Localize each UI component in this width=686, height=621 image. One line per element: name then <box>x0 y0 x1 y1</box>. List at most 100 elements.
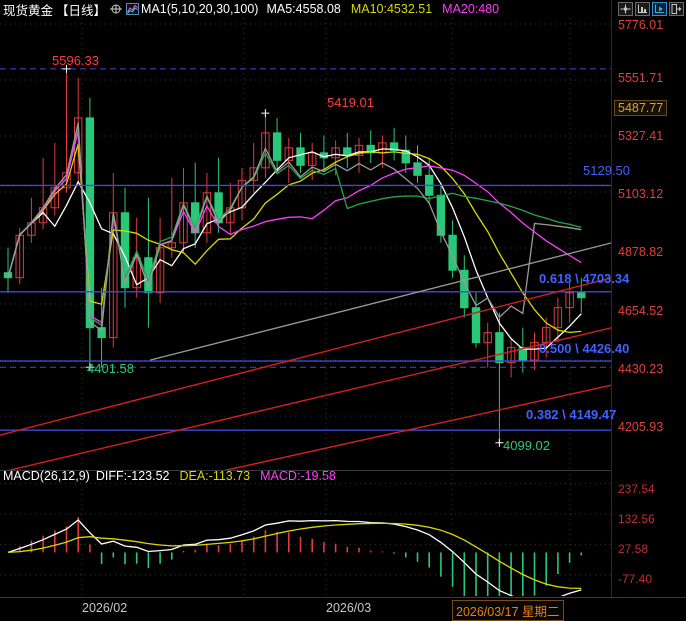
chart-scale-icon[interactable] <box>635 2 650 16</box>
candle <box>389 127 399 161</box>
macd-dea-value: DEA:-113.73 <box>179 469 251 483</box>
candle-body-down <box>389 142 399 151</box>
date-axis-current-label: 2026/03/17 星期二 <box>452 600 564 621</box>
moving-average-line-ma100 <box>7 122 582 332</box>
period-label: 【日线】 <box>56 3 107 18</box>
macd-header: MACD(26,12,9) DIFF:-123.52 DEA:-113.73 M… <box>3 469 336 483</box>
macd-axis-label: 27.58 <box>618 542 649 556</box>
candle <box>284 137 294 183</box>
candle <box>85 97 95 368</box>
candle-body-up <box>331 147 340 159</box>
chart-toolbar <box>618 2 684 16</box>
candle <box>109 172 118 348</box>
candle-body-down <box>272 132 282 161</box>
fib-618-label: 0.618 \ 4703.34 <box>539 271 630 286</box>
candle-body-down <box>577 292 586 299</box>
candle <box>191 162 200 248</box>
candle <box>50 142 59 216</box>
candle <box>530 332 539 371</box>
swing-low-2-label: 4099.02 <box>503 438 550 453</box>
candle <box>261 113 270 178</box>
macd-name: MACD(26,12,9) <box>3 469 90 483</box>
price-axis[interactable]: 5776.01 5551.71 5487.77 5327.41 5103.12 4878.… <box>613 18 686 470</box>
ma10-value: MA10:4532.51 <box>350 2 433 16</box>
candle-body-up <box>530 342 539 361</box>
candle-body-up <box>249 167 258 181</box>
price-axis-label: 5327.41 <box>618 129 664 143</box>
price-chart-pane[interactable] <box>0 18 612 470</box>
symbol-name: 现货黄金 <box>3 3 54 18</box>
candle <box>448 220 457 278</box>
price-axis-label: 4430.23 <box>618 362 664 376</box>
price-axis-label: 4205.93 <box>618 420 664 434</box>
candle <box>354 137 364 173</box>
candle <box>518 327 527 373</box>
macd-chart-pane[interactable] <box>0 474 612 596</box>
candle-body-up <box>553 307 563 329</box>
date-axis[interactable]: 2026/02 2026/03 2026/03/17 星期二 <box>0 598 686 621</box>
candle-body-up <box>167 242 177 249</box>
candle-body-down <box>85 117 95 329</box>
candle-body-up <box>483 332 492 344</box>
candle <box>167 177 177 258</box>
candle <box>319 135 329 171</box>
chart-header: 现货黄金 【日线】 MA1(5,10,20,30,100) MA5:4558.0… <box>0 0 686 18</box>
ma-config-label: MA1(5,10,20,30,100) <box>141 2 259 16</box>
candle-body-up <box>354 144 364 156</box>
chart-shift-icon[interactable] <box>652 2 667 16</box>
candle <box>553 297 563 343</box>
ma-chart-icon[interactable] <box>126 3 140 15</box>
date-axis-label: 2026/02 <box>82 601 128 615</box>
trend-channel-line-2 <box>223 384 612 470</box>
candle <box>565 282 574 323</box>
swing-low-label: 4401.58 <box>87 361 134 376</box>
candle <box>471 292 481 348</box>
candle-body-down <box>413 162 422 176</box>
macd-chart-canvas <box>0 474 612 596</box>
macd-axis-label: -77.40 <box>618 572 653 586</box>
price-axis-current-label: 5487.77 <box>614 100 668 116</box>
candle-body-up <box>506 347 516 364</box>
macd-axis-label: 237.54 <box>618 482 655 496</box>
candle <box>120 187 130 308</box>
candle <box>237 167 247 221</box>
price-axis-label: 5103.12 <box>618 187 664 201</box>
candle-body-up <box>132 257 141 289</box>
exit-icon[interactable] <box>669 2 684 16</box>
macd-diff-value: DIFF:-123.52 <box>95 469 170 483</box>
price-axis-label: 4654.52 <box>618 304 664 318</box>
price-axis-label: 5776.01 <box>618 18 664 32</box>
candle <box>436 182 446 243</box>
crosshair-circle-icon[interactable] <box>110 3 123 15</box>
ma5-value: MA5:4558.08 <box>266 2 341 16</box>
swing-high-label: 5596.33 <box>52 53 99 68</box>
candle-body-up <box>284 147 294 161</box>
ma20-value: MA20:480 <box>442 2 500 16</box>
axis-divider <box>611 0 612 597</box>
candle-body-down <box>343 147 352 156</box>
pane-divider <box>0 470 612 471</box>
trend-channel-line-0 <box>0 277 612 436</box>
candle <box>343 132 352 168</box>
moving-average-line-ma5 <box>7 148 582 350</box>
macd-dea-line <box>7 522 582 590</box>
candle-body-down <box>471 307 481 344</box>
trend-channel-line-1 <box>7 326 612 470</box>
candle-body-up <box>308 152 317 166</box>
candle-body-up <box>565 292 574 309</box>
price-axis-label: 4878.82 <box>618 245 664 259</box>
candle <box>506 337 516 378</box>
candle-body-down <box>436 194 446 236</box>
candle <box>296 132 305 173</box>
candle <box>272 117 282 173</box>
macd-macd-value: MACD:-19.58 <box>260 469 336 483</box>
candle <box>483 322 492 368</box>
candle <box>38 157 48 230</box>
candle <box>249 142 258 193</box>
bottom-divider <box>0 597 686 598</box>
crosshair-move-icon[interactable] <box>618 2 633 16</box>
candle-body-down <box>296 147 305 166</box>
candle <box>366 130 375 163</box>
macd-axis-label: 132.56 <box>618 512 655 526</box>
